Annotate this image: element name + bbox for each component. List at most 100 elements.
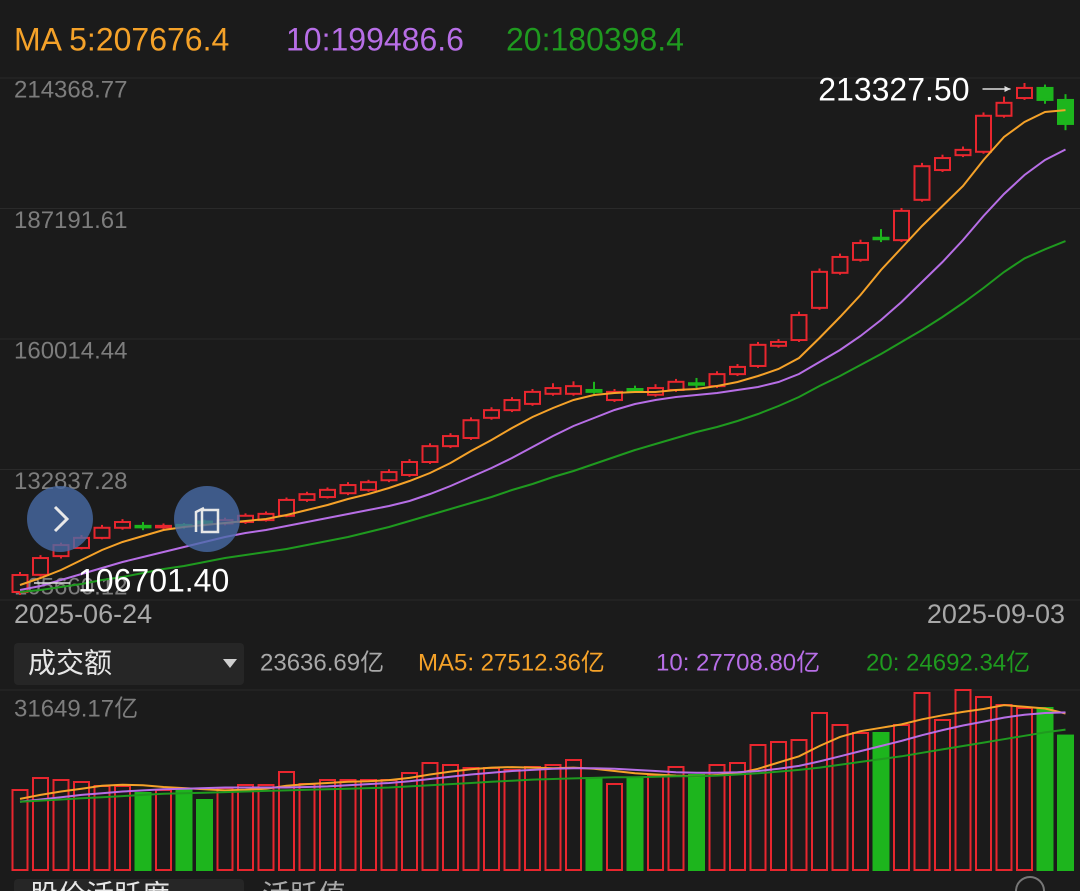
- volume-bar: [708, 764, 726, 871]
- indicator-label[interactable]: 成交额: [28, 647, 112, 678]
- candle-body: [11, 574, 29, 594]
- candle-body: [93, 526, 111, 539]
- candle-body: [114, 521, 131, 529]
- volume-bar: [442, 764, 459, 871]
- candle-body: [872, 236, 890, 241]
- volume-bar: [134, 791, 152, 871]
- volume-bar: [688, 773, 705, 872]
- candle-body: [770, 340, 787, 347]
- legend-entry: 20: 24692.34亿: [866, 649, 1030, 676]
- volume-bar: [729, 761, 746, 872]
- volume-bar: [975, 695, 992, 871]
- candle-body: [995, 101, 1013, 117]
- volume-bar: [749, 743, 767, 872]
- y-tick-label: 31649.17亿: [14, 695, 138, 722]
- tool-icon: [194, 506, 220, 534]
- candle-body: [401, 460, 418, 476]
- legend-entry: 10:199486.6: [286, 21, 464, 57]
- volume-bar: [93, 784, 111, 872]
- candle-body: [339, 484, 357, 495]
- volume-bar: [565, 759, 582, 872]
- volume-bar: [32, 777, 49, 872]
- candle-body: [811, 270, 828, 309]
- volume-bar: [811, 712, 828, 871]
- volume-bar: [196, 799, 213, 871]
- ma-line: [19, 240, 1066, 593]
- volume-bar: [483, 766, 500, 871]
- volume-bar: [257, 783, 275, 871]
- footer-tab[interactable]: 活跃值: [262, 879, 346, 891]
- candle-body: [626, 388, 644, 392]
- tool-button[interactable]: [174, 486, 240, 552]
- volume-bar: [278, 771, 295, 871]
- volume-bar: [339, 778, 357, 871]
- candle-body: [298, 493, 316, 501]
- legend-entry: MA 5:207676.4: [14, 21, 229, 57]
- candle-body: [155, 524, 172, 529]
- candle-body: [913, 165, 931, 201]
- candle-body: [831, 255, 849, 274]
- candle-body: [1036, 86, 1054, 101]
- volume-bar: [421, 761, 439, 872]
- volume-bar: [626, 777, 644, 872]
- volume-bar: [319, 778, 336, 871]
- volume-bar: [770, 741, 787, 871]
- candle-body: [565, 385, 582, 395]
- volume-bar: [954, 689, 972, 871]
- volume-bar: [1057, 734, 1074, 872]
- ma-line: [19, 728, 1066, 803]
- candle-body: [975, 114, 992, 153]
- volume-bar: [1016, 707, 1033, 872]
- legend-entry: MA5: 27512.36亿: [418, 649, 605, 676]
- volume-bar: [11, 789, 29, 872]
- ma-line: [19, 711, 1066, 803]
- volume-bar: [831, 724, 849, 871]
- min-label: 106701.40: [78, 562, 229, 598]
- candle-body: [462, 419, 480, 439]
- volume-bar: [524, 766, 541, 871]
- candle-body: [934, 157, 951, 172]
- candle-body: [1057, 98, 1074, 125]
- candle-body: [421, 445, 439, 463]
- volume-bar: [462, 766, 480, 871]
- volume-bar: [360, 778, 377, 871]
- volume-bar: [544, 764, 562, 871]
- volume-bar: [216, 786, 234, 872]
- expand-icon: [53, 505, 70, 533]
- volume-bar: [790, 738, 808, 871]
- indicator-dropdown[interactable]: [14, 643, 244, 685]
- candle-body: [32, 557, 49, 576]
- volume-bar: [995, 703, 1013, 872]
- candle-body: [585, 388, 603, 393]
- candle-body: [544, 387, 562, 395]
- annotation-arrowhead: [1004, 86, 1011, 92]
- footer-tab[interactable]: 股价活跃度: [30, 879, 170, 891]
- candle-body: [1016, 86, 1033, 100]
- footer-tab-box[interactable]: [14, 879, 244, 891]
- candle-body: [319, 488, 336, 499]
- x-tick-label: 2025-06-24: [14, 599, 152, 629]
- candle-body: [954, 148, 972, 157]
- candle-body: [134, 524, 152, 529]
- volume-bar: [893, 724, 910, 871]
- candle-body: [380, 471, 398, 482]
- volume-current: 23636.69亿: [260, 649, 384, 676]
- candle-body: [360, 481, 377, 491]
- x-tick-label: 2025-09-03: [927, 599, 1065, 629]
- candle-body: [893, 209, 910, 242]
- volume-bar: [872, 731, 890, 872]
- volume-bar: [237, 783, 254, 871]
- expand-button[interactable]: [27, 486, 93, 552]
- volume-bar: [175, 789, 193, 872]
- y-tick-label: 187191.61: [14, 207, 127, 234]
- y-tick-label: 214368.77: [14, 76, 127, 103]
- volume-bar: [114, 784, 131, 872]
- candle-body: [729, 365, 746, 376]
- footer-icon[interactable]: [1015, 876, 1045, 891]
- candle-body: [852, 242, 869, 261]
- candle-body: [790, 314, 808, 342]
- candle-body: [749, 343, 767, 367]
- dropdown-arrow: [223, 659, 237, 668]
